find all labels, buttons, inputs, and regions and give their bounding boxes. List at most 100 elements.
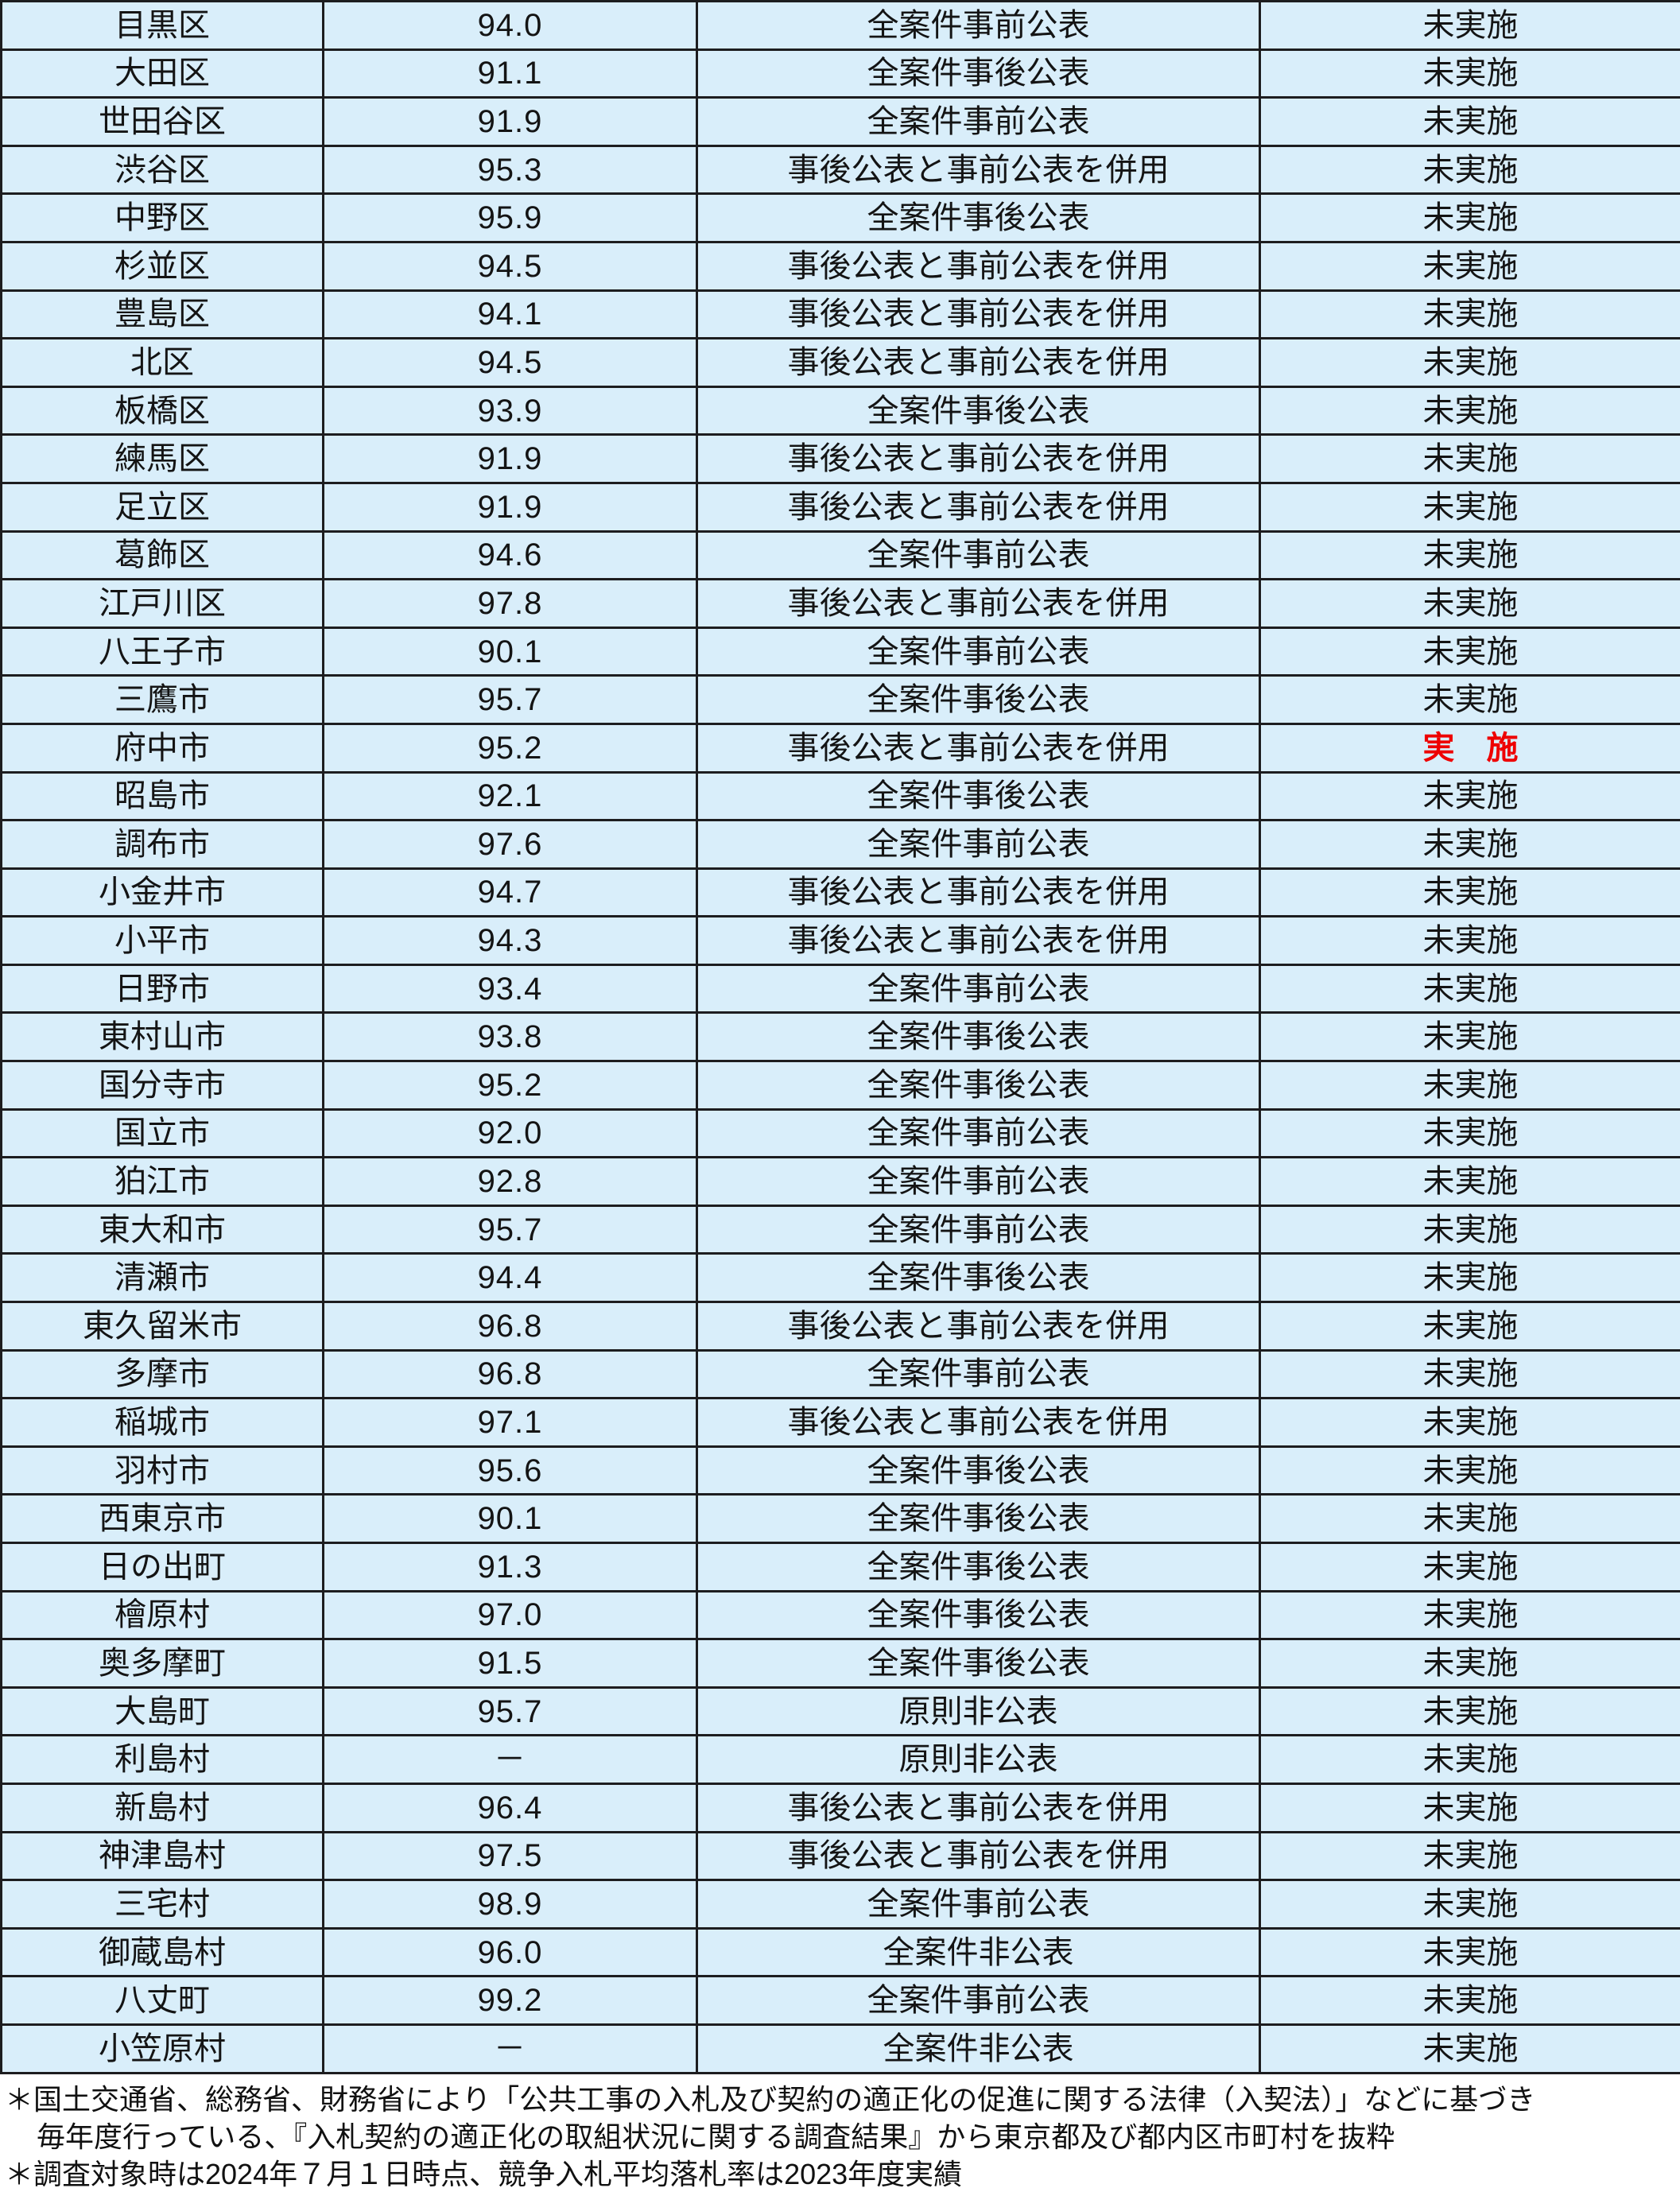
- method-cell: 全案件事前公表: [696, 1204, 1261, 1255]
- method-cell: 全案件事前公表: [696, 819, 1261, 870]
- method-cell: 全案件事前公表: [696, 1108, 1261, 1159]
- municipality-cell: 中野区: [0, 192, 324, 243]
- status-cell: 未実施: [1259, 96, 1680, 147]
- status-cell: 未実施: [1259, 770, 1680, 822]
- municipality-cell: 羽村市: [0, 1445, 324, 1496]
- table-row: 足立区 91.9 事後公表と事前公表を併用 未実施: [0, 481, 1680, 533]
- rate-cell: 95.7: [322, 1204, 698, 1255]
- table-row: 狛江市 92.8 全案件事前公表 未実施: [0, 1156, 1680, 1207]
- method-cell: 全案件事後公表: [696, 192, 1261, 243]
- rate-cell: 95.3: [322, 144, 698, 196]
- method-cell: 全案件事前公表: [696, 1975, 1261, 2026]
- rate-cell: 91.9: [322, 481, 698, 533]
- table-row: 三鷹市 95.7 全案件事後公表 未実施: [0, 674, 1680, 725]
- rate-cell: 94.4: [322, 1252, 698, 1304]
- status-cell: 未実施: [1259, 2023, 1680, 2074]
- method-cell: 全案件事前公表: [696, 963, 1261, 1014]
- municipality-cell: 小平市: [0, 915, 324, 966]
- rate-cell: 99.2: [322, 1975, 698, 2026]
- municipality-cell: 足立区: [0, 481, 324, 533]
- status-cell: 未実施: [1259, 1397, 1680, 1448]
- status-cell: 未実施: [1259, 1686, 1680, 1737]
- status-cell: 未実施: [1259, 1879, 1680, 1930]
- status-cell: 未実施: [1259, 48, 1680, 99]
- municipality-cell: 調布市: [0, 819, 324, 870]
- rate-cell: 94.7: [322, 867, 698, 918]
- municipality-cell: 国分寺市: [0, 1060, 324, 1111]
- municipality-cell: 東大和市: [0, 1204, 324, 1255]
- status-cell: 未実施: [1259, 1108, 1680, 1159]
- table-row: 葛飾区 94.6 全案件事前公表 未実施: [0, 530, 1680, 581]
- table-row: 奥多摩町 91.5 全案件事後公表 未実施: [0, 1638, 1680, 1689]
- table-row: 檜原村 97.0 全案件事後公表 未実施: [0, 1589, 1680, 1641]
- table-row: 小平市 94.3 事後公表と事前公表を併用 未実施: [0, 915, 1680, 966]
- municipality-cell: 日野市: [0, 963, 324, 1014]
- method-cell: 事後公表と事前公表を併用: [696, 481, 1261, 533]
- status-cell: 未実施: [1259, 626, 1680, 677]
- table-row: 三宅村 98.9 全案件事前公表 未実施: [0, 1879, 1680, 1930]
- footnote-line-3: ＊調査対象時は2024年７月１日時点、競争入札平均落札率は2023年度実績: [5, 2157, 963, 2188]
- municipality-cell: 国立市: [0, 1108, 324, 1159]
- municipality-cell: 小金井市: [0, 867, 324, 918]
- table-row: 東久留米市 96.8 事後公表と事前公表を併用 未実施: [0, 1301, 1680, 1352]
- rate-cell: 97.1: [322, 1397, 698, 1448]
- method-cell: 全案件事後公表: [696, 770, 1261, 822]
- rate-cell: 97.5: [322, 1830, 698, 1882]
- municipality-cell: 神津島村: [0, 1830, 324, 1882]
- table-row: 豊島区 94.1 事後公表と事前公表を併用 未実施: [0, 289, 1680, 340]
- rate-cell: 95.9: [322, 192, 698, 243]
- method-cell: 全案件事前公表: [696, 626, 1261, 677]
- municipality-cell: 世田谷区: [0, 96, 324, 147]
- method-cell: 全案件事後公表: [696, 1445, 1261, 1496]
- municipality-cell: 多摩市: [0, 1348, 324, 1400]
- status-cell: 未実施: [1259, 1589, 1680, 1641]
- municipality-cell: 東村山市: [0, 1011, 324, 1063]
- method-cell: 全案件事前公表: [696, 1156, 1261, 1207]
- table-row: 小笠原村 － 全案件非公表 未実施: [0, 2023, 1680, 2074]
- status-cell: 未実施: [1259, 1252, 1680, 1304]
- table-row: 羽村市 95.6 全案件事後公表 未実施: [0, 1445, 1680, 1496]
- table-row: 東村山市 93.8 全案件事後公表 未実施: [0, 1011, 1680, 1063]
- table-row: 東大和市 95.7 全案件事前公表 未実施: [0, 1204, 1680, 1255]
- table-row: 北区 94.5 事後公表と事前公表を併用 未実施: [0, 337, 1680, 388]
- table-row: 江戸川区 97.8 事後公表と事前公表を併用 未実施: [0, 578, 1680, 629]
- municipality-cell: 檜原村: [0, 1589, 324, 1641]
- rate-cell: 91.5: [322, 1638, 698, 1689]
- rate-cell: 97.8: [322, 578, 698, 629]
- status-cell: 未実施: [1259, 1830, 1680, 1882]
- method-cell: 事後公表と事前公表を併用: [696, 433, 1261, 484]
- status-cell: 未実施: [1259, 289, 1680, 340]
- status-cell: 未実施: [1259, 1542, 1680, 1593]
- method-cell: 事後公表と事前公表を併用: [696, 722, 1261, 774]
- table-row: 府中市 95.2 事後公表と事前公表を併用 実 施: [0, 722, 1680, 774]
- table-row: 板橋区 93.9 全案件事後公表 未実施: [0, 385, 1680, 436]
- status-cell: 実 施: [1259, 722, 1680, 774]
- status-cell: 未実施: [1259, 1782, 1680, 1833]
- municipality-cell: 利島村: [0, 1734, 324, 1785]
- method-cell: 事後公表と事前公表を併用: [696, 1782, 1261, 1833]
- rate-cell: 97.0: [322, 1589, 698, 1641]
- municipality-cell: 小笠原村: [0, 2023, 324, 2074]
- municipality-cell: 練馬区: [0, 433, 324, 484]
- table-row: 西東京市 90.1 全案件事後公表 未実施: [0, 1493, 1680, 1544]
- table-row: 調布市 97.6 全案件事前公表 未実施: [0, 819, 1680, 870]
- municipality-cell: 目黒区: [0, 0, 324, 51]
- municipality-cell: 三鷹市: [0, 674, 324, 725]
- method-cell: 事後公表と事前公表を併用: [696, 1301, 1261, 1352]
- rate-cell: 93.4: [322, 963, 698, 1014]
- rate-cell: 94.0: [322, 0, 698, 51]
- municipality-cell: 稲城市: [0, 1397, 324, 1448]
- rate-cell: 91.9: [322, 96, 698, 147]
- status-cell: 未実施: [1259, 578, 1680, 629]
- rate-cell: 94.1: [322, 289, 698, 340]
- method-cell: 全案件事前公表: [696, 0, 1261, 51]
- method-cell: 全案件事後公表: [696, 1542, 1261, 1593]
- municipality-cell: 日の出町: [0, 1542, 324, 1593]
- rate-cell: 91.1: [322, 48, 698, 99]
- method-cell: 全案件事後公表: [696, 48, 1261, 99]
- method-cell: 事後公表と事前公表を併用: [696, 1830, 1261, 1882]
- table-row: 清瀬市 94.4 全案件事後公表 未実施: [0, 1252, 1680, 1304]
- municipality-cell: 大田区: [0, 48, 324, 99]
- method-cell: 原則非公表: [696, 1686, 1261, 1737]
